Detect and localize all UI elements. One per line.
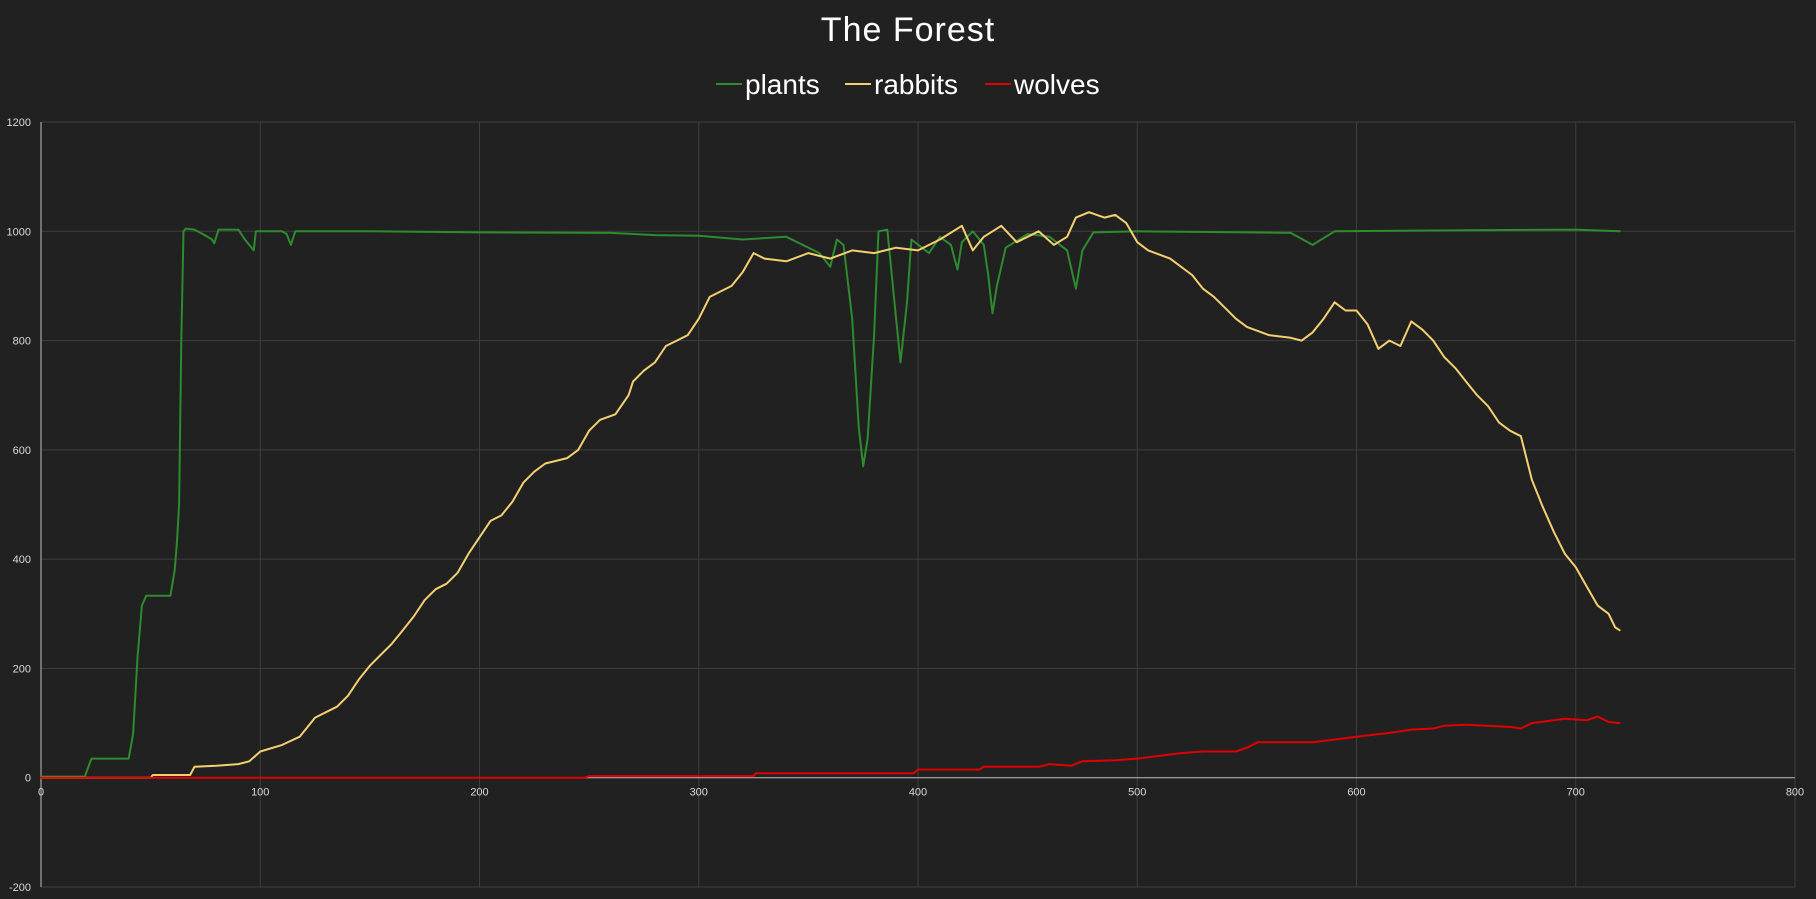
x-tick-label: 500 — [1128, 787, 1146, 799]
series-line-plants — [40, 227, 1621, 778]
x-tick-label: 700 — [1567, 787, 1585, 799]
x-tick-label: 400 — [909, 787, 927, 799]
x-tick-label: 0 — [38, 787, 44, 799]
series-line-rabbits — [40, 211, 1621, 779]
legend-label-rabbits: rabbits — [874, 69, 958, 100]
x-tick-label: 300 — [690, 787, 708, 799]
y-tick-label: 1000 — [7, 226, 31, 238]
y-tick-label: 400 — [13, 554, 31, 566]
legend: plants rabbits wolves — [716, 69, 1100, 100]
series-lines — [40, 211, 1621, 779]
legend-label-wolves: wolves — [1013, 69, 1100, 100]
x-tick-label: 100 — [251, 787, 269, 799]
y-tick-label: 0 — [25, 773, 31, 785]
x-tick-label: 800 — [1786, 787, 1804, 799]
chart-title: The Forest — [821, 11, 995, 49]
y-tick-label: 800 — [13, 336, 31, 348]
y-tick-label: 200 — [13, 663, 31, 675]
y-tick-label: -200 — [9, 882, 31, 894]
x-tick-label: 600 — [1347, 787, 1365, 799]
y-tick-label: 600 — [13, 445, 31, 457]
y-tick-label: 1200 — [7, 117, 31, 129]
grid-lines — [41, 121, 1796, 888]
x-tick-label: 200 — [470, 787, 488, 799]
tick-labels: 0 100 200 300 400 500 600 700 800 -200 0 200 400 600 8… — [7, 117, 1805, 894]
legend-label-plants: plants — [745, 69, 820, 100]
series-line-wolves — [40, 715, 1621, 779]
